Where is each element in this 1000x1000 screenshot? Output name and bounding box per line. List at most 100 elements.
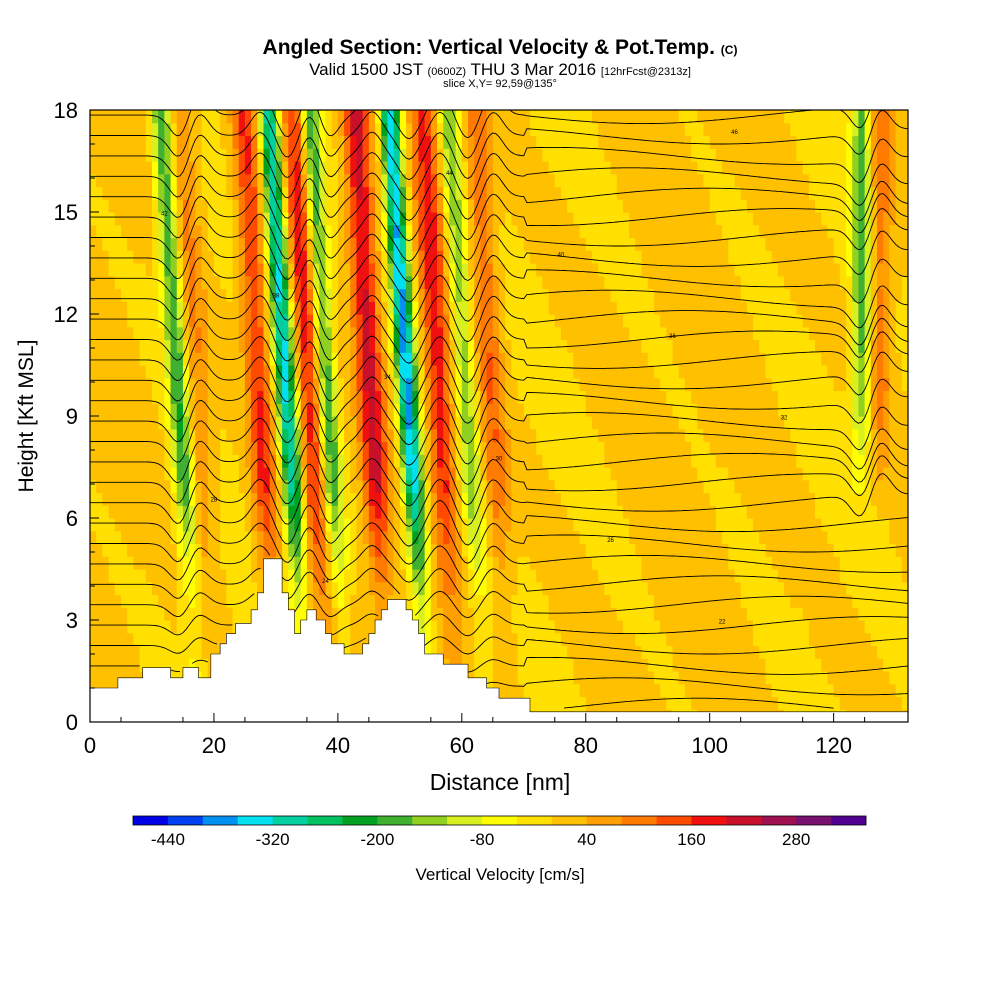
velocity-cell: [133, 199, 141, 213]
velocity-cell: [269, 479, 277, 494]
velocity-cell: [622, 683, 630, 698]
velocity-cell: [728, 365, 736, 379]
velocity-cell: [715, 632, 723, 647]
velocity-cell: [406, 250, 413, 264]
velocity-cell: [579, 199, 587, 213]
velocity-cell: [430, 250, 438, 264]
velocity-cell: [108, 607, 116, 621]
velocity-cell: [567, 326, 574, 341]
velocity-cell: [635, 148, 643, 162]
velocity-cell: [232, 467, 240, 481]
velocity-cell: [468, 594, 475, 608]
velocity-cell: [443, 530, 451, 545]
velocity-cell: [195, 148, 203, 162]
velocity-cell: [709, 135, 717, 149]
velocity-cell: [102, 301, 110, 315]
velocity-cell: [647, 122, 655, 137]
velocity-cell: [313, 403, 320, 417]
velocity-cell: [653, 110, 661, 124]
velocity-cell: [226, 288, 234, 302]
velocity-cell: [542, 671, 550, 685]
velocity-cell: [542, 530, 550, 545]
velocity-cell: [244, 161, 252, 175]
velocity-cell: [443, 148, 451, 162]
velocity-cell: [368, 199, 376, 213]
velocity-cell: [635, 326, 643, 341]
velocity-cell: [102, 441, 110, 455]
velocity-cell: [511, 326, 519, 341]
velocity-cell: [387, 161, 395, 175]
velocity-cell: [610, 199, 618, 213]
velocity-cell: [536, 492, 543, 506]
velocity-cell: [114, 237, 122, 251]
velocity-cell: [195, 556, 203, 570]
velocity-cell: [282, 556, 289, 570]
velocity-cell: [313, 314, 320, 328]
velocity-cell: [418, 224, 426, 239]
velocity-cell: [709, 314, 717, 328]
velocity-cell: [598, 377, 605, 392]
velocity-cell: [108, 441, 116, 455]
velocity-cell: [220, 581, 227, 596]
velocity-cell: [461, 186, 469, 200]
velocity-cell: [164, 390, 172, 404]
velocity-cell: [406, 135, 413, 149]
velocity-cell: [684, 173, 692, 188]
velocity-cell: [660, 607, 667, 621]
velocity-cell: [492, 301, 500, 315]
velocity-cell: [536, 173, 543, 188]
velocity-cell: [461, 594, 469, 608]
velocity-cell: [331, 161, 339, 175]
velocity-cell: [139, 377, 147, 392]
velocity-cell: [412, 135, 420, 149]
velocity-cell: [697, 301, 705, 315]
velocity-cell: [158, 543, 165, 557]
velocity-cell: [629, 620, 636, 634]
velocity-cell: [455, 607, 463, 621]
velocity-cell: [554, 224, 562, 239]
velocity-cell: [653, 173, 661, 188]
velocity-cell: [647, 237, 655, 251]
velocity-cell: [127, 581, 134, 596]
velocity-cell: [678, 632, 686, 647]
velocity-cell: [523, 467, 531, 481]
velocity-cell: [120, 569, 128, 583]
velocity-cell: [375, 135, 382, 149]
velocity-cell: [325, 135, 333, 149]
velocity-cell: [108, 339, 116, 353]
velocity-cell: [486, 122, 494, 137]
velocity-cell: [492, 326, 500, 341]
velocity-cell: [728, 683, 736, 698]
velocity-cell: [207, 530, 215, 545]
velocity-cell: [598, 696, 605, 710]
velocity-cell: [207, 314, 215, 328]
velocity-cell: [331, 620, 339, 634]
velocity-cell: [709, 237, 717, 251]
velocity-cell: [610, 620, 618, 634]
velocity-cell: [108, 224, 116, 239]
velocity-cell: [691, 569, 698, 583]
velocity-cell: [189, 632, 196, 647]
velocity-cell: [294, 441, 302, 455]
velocity-cell: [350, 620, 358, 634]
velocity-cell: [492, 186, 500, 200]
velocity-cell: [523, 135, 531, 149]
velocity-cell: [96, 556, 103, 570]
velocity-cell: [573, 377, 581, 392]
velocity-cell: [207, 403, 215, 417]
velocity-cell: [350, 454, 358, 468]
velocity-cell: [684, 505, 692, 519]
velocity-cell: [213, 645, 221, 659]
velocity-cell: [288, 339, 296, 353]
velocity-cell: [114, 403, 122, 417]
velocity-cell: [437, 199, 444, 213]
velocity-cell: [560, 505, 568, 519]
velocity-cell: [610, 275, 618, 290]
velocity-cell: [492, 645, 500, 659]
velocity-cell: [251, 224, 258, 239]
velocity-cell: [622, 543, 630, 557]
velocity-cell: [344, 390, 351, 404]
velocity-cell: [629, 339, 636, 353]
velocity-cell: [728, 658, 736, 672]
velocity-cell: [244, 492, 252, 506]
